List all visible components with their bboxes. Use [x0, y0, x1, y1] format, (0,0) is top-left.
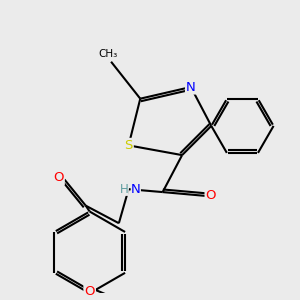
Text: O: O [206, 190, 216, 202]
Text: O: O [84, 285, 95, 298]
Text: N: N [131, 183, 141, 196]
Text: H: H [120, 183, 129, 196]
Text: N: N [186, 80, 196, 94]
Text: CH₃: CH₃ [98, 50, 118, 59]
Text: O: O [53, 172, 64, 184]
Text: S: S [124, 139, 133, 152]
